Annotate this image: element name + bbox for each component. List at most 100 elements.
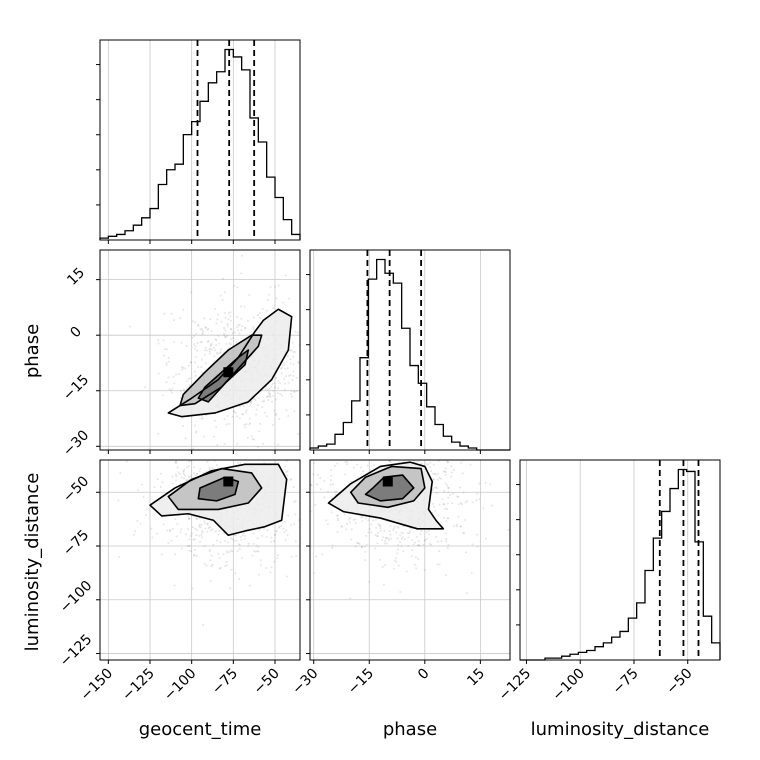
axes-frame	[99, 39, 301, 241]
scatter-point	[203, 353, 206, 356]
scatter-point	[137, 489, 140, 492]
scatter-point	[218, 567, 221, 570]
scatter-point	[228, 342, 231, 345]
scatter-point	[429, 461, 432, 464]
scatter-point	[173, 447, 175, 449]
scatter-point	[188, 460, 191, 463]
scatter-point	[344, 460, 347, 463]
x-tick-label: −75	[610, 666, 642, 698]
scatter-point	[348, 521, 351, 524]
scatter-point	[192, 335, 195, 338]
scatter-point	[451, 492, 454, 495]
scatter-point	[300, 526, 302, 528]
scatter-point	[323, 496, 326, 499]
scatter-point	[393, 527, 396, 530]
scatter-point	[238, 437, 240, 439]
scatter-point	[170, 312, 173, 315]
x-tick-label: −100	[550, 666, 589, 705]
scatter-point	[262, 528, 265, 531]
scatter-point	[230, 568, 233, 571]
scatter-point	[166, 529, 169, 532]
scatter-point	[322, 453, 324, 455]
scatter-point	[170, 392, 173, 395]
scatter-point	[230, 319, 233, 322]
scatter-point	[400, 531, 403, 534]
scatter-point	[340, 525, 343, 528]
scatter-point	[366, 464, 369, 467]
scatter-point	[175, 460, 178, 463]
scatter-point	[286, 474, 289, 477]
scatter-point	[399, 534, 402, 537]
scatter-point	[223, 443, 226, 446]
x-tick-label: −100	[161, 666, 200, 705]
scatter-point	[295, 376, 298, 379]
scatter-point	[242, 405, 245, 408]
scatter-point	[214, 530, 217, 533]
scatter-point	[225, 452, 227, 454]
scatter-point	[285, 421, 287, 423]
scatter-point	[330, 468, 333, 471]
scatter-point	[196, 472, 199, 475]
scatter-point	[290, 395, 293, 398]
scatter-point	[396, 548, 399, 551]
scatter-point	[225, 423, 228, 426]
scatter-point	[408, 423, 410, 425]
scatter-point	[290, 478, 293, 481]
scatter-point	[141, 483, 144, 486]
scatter-point	[423, 568, 426, 571]
scatter-point	[438, 476, 441, 479]
scatter-point	[226, 414, 229, 417]
scatter-point	[392, 529, 395, 532]
scatter-point	[255, 413, 258, 416]
scatter-point	[291, 379, 294, 382]
scatter-point	[213, 355, 216, 358]
scatter-point	[292, 390, 295, 393]
scatter-point	[254, 550, 257, 553]
scatter-point	[444, 573, 447, 576]
scatter-point	[438, 550, 441, 553]
scatter-point	[370, 531, 373, 534]
scatter-point	[220, 348, 223, 351]
scatter-point	[175, 373, 178, 376]
scatter-point	[252, 532, 255, 535]
scatter-point	[235, 326, 238, 329]
scatter-point	[338, 340, 340, 342]
scatter-point	[395, 557, 398, 560]
scatter-point	[168, 529, 171, 532]
scatter-point	[287, 415, 290, 418]
scatter-point	[179, 531, 182, 534]
scatter-point	[215, 453, 217, 455]
scatter-point	[373, 464, 376, 467]
scatter-point	[241, 534, 244, 537]
scatter-point	[252, 325, 255, 328]
scatter-point	[238, 417, 241, 420]
scatter-point	[512, 521, 514, 523]
scatter-point	[179, 317, 182, 320]
scatter-point	[151, 536, 154, 539]
scatter-point	[215, 339, 218, 342]
scatter-point	[199, 452, 201, 454]
scatter-point	[273, 386, 276, 389]
scatter-point	[305, 315, 307, 317]
scatter-point	[247, 542, 250, 545]
scatter-point	[219, 566, 222, 569]
scatter-point	[293, 410, 296, 413]
scatter-point	[425, 463, 428, 466]
scatter-point	[422, 435, 424, 437]
scatter-point	[427, 446, 429, 448]
scatter-point	[172, 341, 175, 344]
scatter-point	[200, 358, 203, 361]
scatter-point	[465, 592, 468, 595]
scatter-point	[289, 478, 292, 481]
scatter-point	[201, 330, 204, 333]
scatter-point	[194, 431, 197, 434]
scatter-point	[270, 536, 273, 539]
scatter-point	[238, 405, 241, 408]
scatter-point	[195, 517, 198, 520]
scatter-point	[176, 522, 179, 525]
scatter-point	[400, 544, 403, 547]
scatter-point	[312, 473, 315, 476]
scatter-point	[170, 389, 173, 392]
scatter-point	[160, 428, 162, 430]
scatter-point	[379, 523, 382, 526]
